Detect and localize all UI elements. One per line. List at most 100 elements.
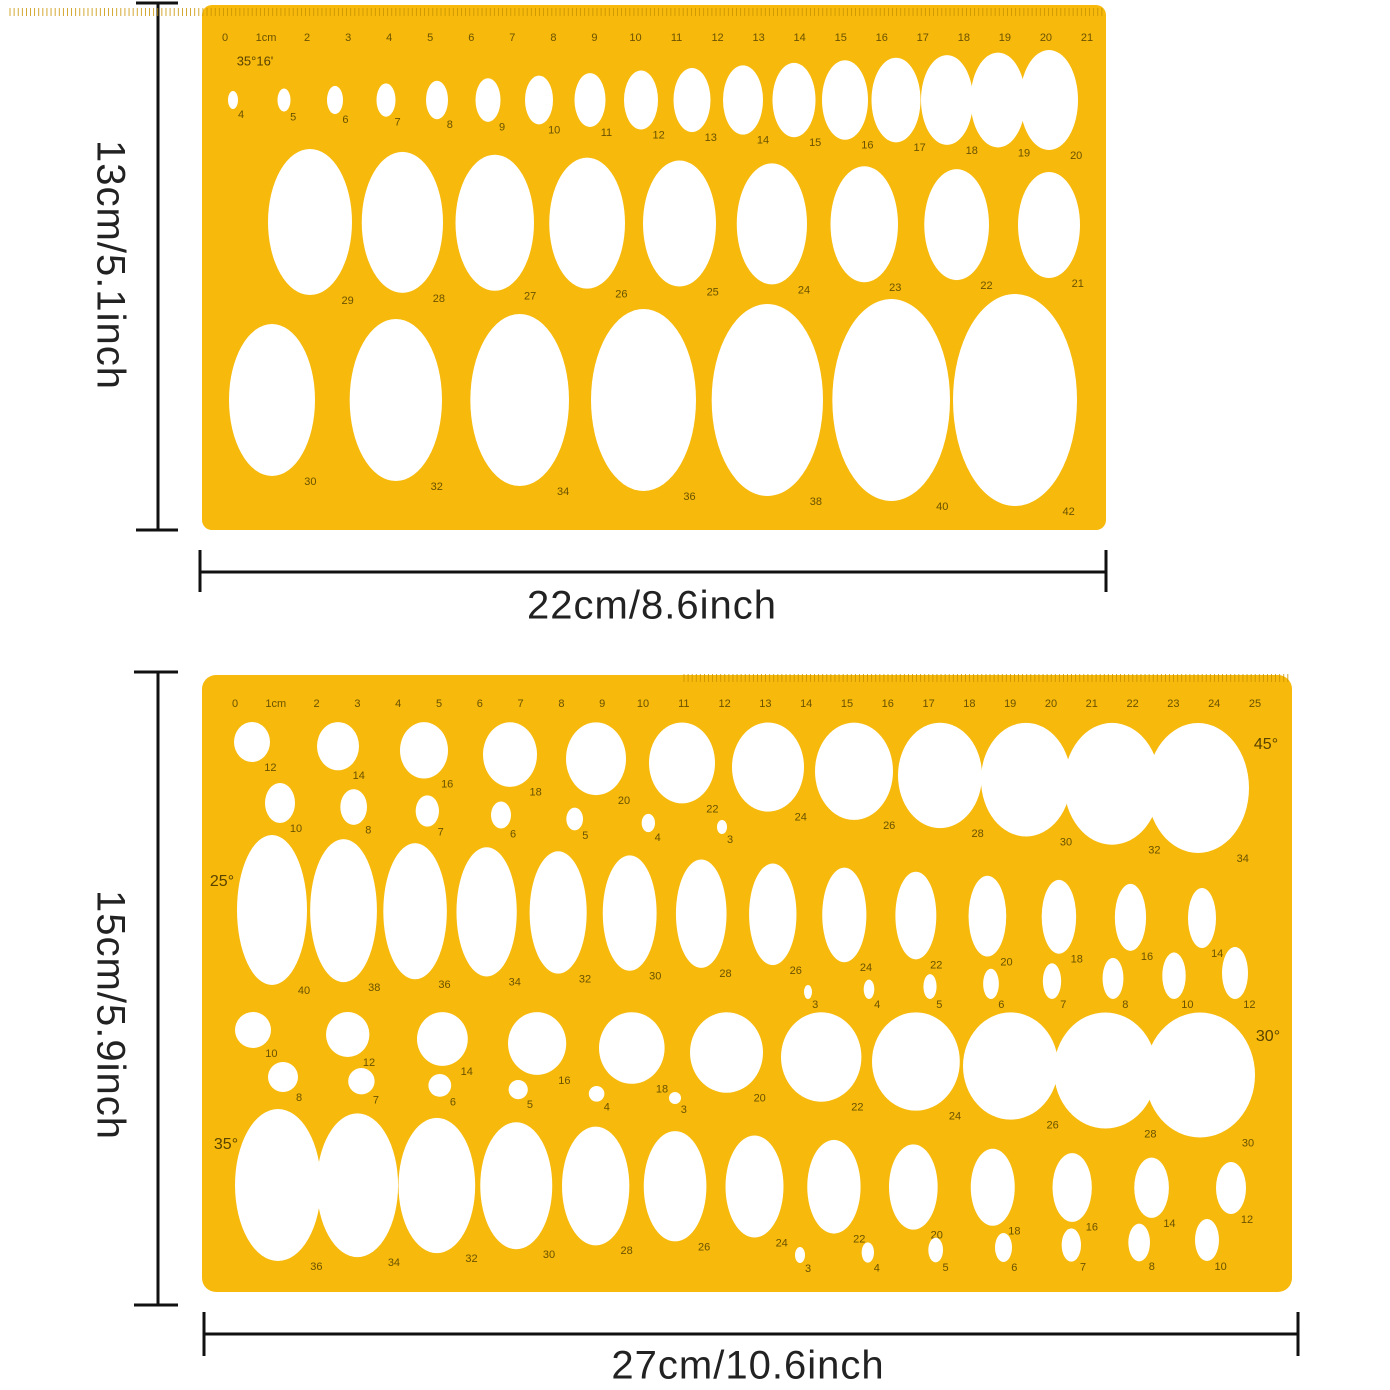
ruler-label: 12 <box>718 698 730 710</box>
size-label: 16 <box>558 1075 570 1087</box>
ruler-label: 21 <box>1086 698 1098 710</box>
ellipse-cutout <box>983 968 999 999</box>
size-label: 32 <box>431 481 443 493</box>
ellipse-cutout <box>566 807 584 831</box>
size-label: 30 <box>543 1249 555 1261</box>
ellipse-cutout <box>235 1012 271 1048</box>
size-label: 32 <box>465 1253 477 1265</box>
size-label: 8 <box>296 1092 302 1104</box>
ellipse-cutout <box>723 65 763 135</box>
size-label: 16 <box>1086 1222 1098 1234</box>
ellipse-cutout <box>602 855 657 971</box>
size-label: 26 <box>1047 1120 1059 1132</box>
size-label: 24 <box>949 1111 961 1123</box>
ellipse-cutout <box>832 299 951 501</box>
ellipse-cutout <box>415 795 440 827</box>
ellipse-cutout <box>588 1086 605 1102</box>
size-label: 38 <box>368 982 380 994</box>
size-label: 28 <box>719 968 731 980</box>
ellipse-cutout <box>749 863 797 966</box>
ellipse-cutout <box>736 163 807 285</box>
size-label: 10 <box>1214 1261 1226 1273</box>
size-label: 32 <box>579 974 591 986</box>
size-label: 18 <box>1008 1226 1020 1238</box>
ruler-label: 20 <box>1045 698 1057 710</box>
ellipse-cutout <box>507 1012 567 1075</box>
ruler-label: 0 <box>232 698 238 710</box>
ruler-label: 8 <box>550 32 556 44</box>
size-label: 24 <box>798 284 810 296</box>
ruler-label: 25 <box>1249 698 1261 710</box>
ellipse-cutout <box>1054 1012 1157 1129</box>
ellipse-cutout <box>566 722 626 796</box>
size-label: 5 <box>527 1099 533 1111</box>
size-label: 18 <box>1071 954 1083 966</box>
ellipse-cutout <box>1020 50 1078 150</box>
ellipse-cutout <box>1147 723 1249 853</box>
size-label: 28 <box>1144 1128 1156 1140</box>
ruler-label: 0 <box>222 32 228 44</box>
ruler-label: 19 <box>999 32 1011 44</box>
size-label: 10 <box>290 823 302 835</box>
size-label: 20 <box>1000 956 1012 968</box>
ellipse-cutout <box>1114 883 1147 951</box>
ellipse-cutout <box>428 1074 452 1097</box>
size-label: 22 <box>980 280 992 292</box>
size-label: 14 <box>757 135 769 147</box>
size-label: 28 <box>971 828 983 840</box>
ruler-label: 13 <box>759 698 771 710</box>
ellipse-cutout <box>815 722 893 820</box>
size-label: 24 <box>776 1237 788 1249</box>
size-label: 26 <box>615 289 627 301</box>
ellipse-cutout <box>348 1068 375 1095</box>
ellipse-cutout <box>953 294 1077 506</box>
ellipse-cutout <box>643 160 716 287</box>
size-label: 40 <box>298 985 310 997</box>
size-label: 5 <box>290 111 296 123</box>
size-label: 5 <box>936 999 942 1011</box>
size-label: 19 <box>1018 147 1030 159</box>
ruler-label: 9 <box>599 698 605 710</box>
ellipse-cutout <box>455 154 534 291</box>
size-label: 7 <box>1060 999 1066 1011</box>
size-label: 34 <box>557 486 569 498</box>
angle-label: 35°16' <box>237 53 274 68</box>
ellipse-cutout <box>234 722 270 762</box>
ellipse-cutout <box>970 52 1026 148</box>
size-label: 14 <box>353 770 365 782</box>
ellipse-cutout <box>923 974 937 999</box>
ruler-label: 15 <box>835 32 847 44</box>
ellipse-cutout <box>326 1012 370 1057</box>
ellipse-cutout <box>649 722 715 804</box>
ellipse-cutout <box>491 801 511 829</box>
ellipse-cutout <box>426 80 448 120</box>
size-label: 14 <box>1163 1218 1175 1230</box>
ellipse-cutout <box>480 1122 553 1250</box>
ruler-label: 18 <box>963 698 975 710</box>
size-label: 4 <box>604 1102 610 1114</box>
ellipse-cutout <box>317 722 359 771</box>
ruler-label: 20 <box>1040 32 1052 44</box>
dimension-lines <box>134 1 1300 1356</box>
ellipse-cutout <box>376 83 396 117</box>
ellipse-cutout <box>327 85 343 115</box>
ellipse-cutout <box>822 60 868 140</box>
size-label: 22 <box>930 959 942 971</box>
ellipse-cutout <box>268 1062 298 1092</box>
ellipse-cutout <box>772 62 816 138</box>
ellipse-cutout <box>400 722 448 779</box>
size-label: 6 <box>998 999 1004 1011</box>
size-label: 40 <box>936 501 948 513</box>
ruler-label: 5 <box>436 698 442 710</box>
ellipse-cutout <box>1102 957 1124 1000</box>
ellipse-cutout <box>470 314 569 486</box>
size-label: 12 <box>363 1057 375 1069</box>
ellipse-cutout <box>316 1113 399 1258</box>
ellipse-cutout <box>970 1148 1015 1226</box>
ruler-label: 17 <box>922 698 934 710</box>
ruler-label: 6 <box>477 698 483 710</box>
ellipse-cutout <box>830 166 898 283</box>
ellipse-cutout <box>237 835 307 985</box>
